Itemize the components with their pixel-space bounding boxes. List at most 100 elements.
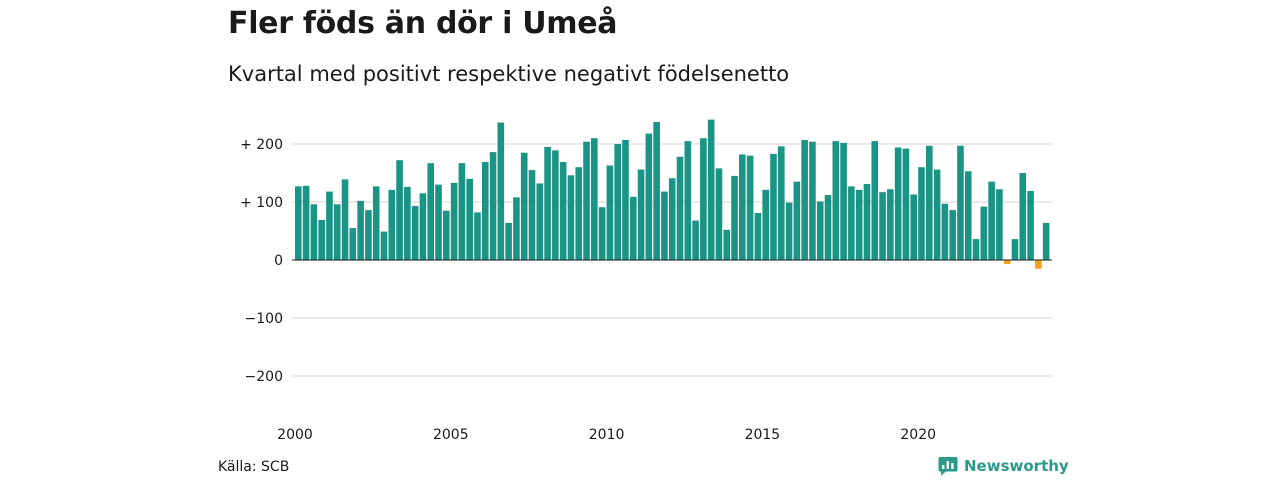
bar-positive <box>941 203 949 260</box>
bar-positive <box>396 160 403 260</box>
bar-positive <box>326 191 333 260</box>
bar-positive <box>707 119 715 260</box>
bar-positive <box>879 192 886 260</box>
bar-positive <box>466 178 473 260</box>
bar-positive <box>910 194 918 260</box>
bar-positive <box>949 210 956 260</box>
bar-positive <box>933 169 941 260</box>
bar-positive <box>513 197 520 260</box>
bar-positive <box>411 206 419 260</box>
chart-title: Fler föds än dör i Umeå <box>228 6 618 41</box>
bar-positive <box>614 144 621 260</box>
bar-positive <box>739 154 746 260</box>
bar-positive <box>840 142 847 260</box>
x-tick-label: 2000 <box>277 427 313 443</box>
bar-positive <box>302 185 310 260</box>
bar-positive <box>637 169 645 260</box>
bar-positive <box>380 231 388 260</box>
bar-positive <box>723 229 731 260</box>
bar-positive <box>715 168 723 260</box>
bar-positive <box>388 189 396 260</box>
bar-positive <box>1027 190 1034 260</box>
x-tick-label: 2010 <box>589 427 625 443</box>
bar-positive <box>964 171 972 260</box>
bar-positive <box>824 195 832 260</box>
bar-positive <box>855 189 863 260</box>
bar-positive <box>785 202 793 260</box>
bar-positive <box>458 163 466 260</box>
y-tick-label: −100 <box>245 311 283 327</box>
bar-positive <box>972 239 980 260</box>
bar-positive <box>692 220 699 260</box>
bar-positive <box>591 138 598 260</box>
bar-positive <box>1011 239 1019 260</box>
bar-positive <box>497 122 505 260</box>
brand-name: Newsworthy <box>964 457 1069 475</box>
bar-positive <box>552 150 559 260</box>
bar-positive <box>357 200 364 260</box>
bar-positive <box>700 138 707 260</box>
bar-positive <box>676 156 684 260</box>
bar-positive <box>746 155 754 260</box>
bar-positive <box>848 186 855 260</box>
bar-positive <box>777 146 785 260</box>
bar-positive <box>871 141 879 260</box>
bar-positive <box>918 167 925 260</box>
y-axis-labels: + 200 + 100 0 −100 −200 <box>240 137 283 385</box>
bar-positive <box>925 145 933 260</box>
bar-positive <box>793 181 801 260</box>
bar-positive <box>809 141 816 260</box>
bar-positive <box>341 179 349 260</box>
bar-positive <box>894 147 902 260</box>
bar-positive <box>489 152 497 260</box>
bar-negative <box>1003 260 1011 265</box>
bar-positive <box>474 212 481 260</box>
bar-positive <box>349 228 357 260</box>
bar-positive <box>629 196 637 260</box>
bar-positive <box>365 210 372 260</box>
y-tick-label: 0 <box>274 253 283 269</box>
newsworthy-logo: Newsworthy <box>938 456 1069 476</box>
bar-positive <box>832 141 840 260</box>
x-tick-label: 2020 <box>900 427 936 443</box>
bar-positive <box>770 153 777 260</box>
bar-positive <box>520 152 528 260</box>
bar-positive <box>443 210 450 260</box>
bar-positive <box>427 163 435 260</box>
bar-positive <box>598 207 606 260</box>
x-tick-label: 2015 <box>745 427 781 443</box>
gridlines <box>292 143 1052 377</box>
bar-positive <box>318 219 325 260</box>
bar-chart-speech-bubble-icon <box>938 457 958 476</box>
bar-positive <box>902 148 910 260</box>
bar-positive <box>435 184 442 260</box>
bar-positive <box>988 181 995 260</box>
bar-positive <box>372 186 380 260</box>
bar-positive <box>419 193 427 260</box>
bar-positive <box>544 146 551 260</box>
bar-positive <box>863 184 871 260</box>
bar-positive <box>404 186 411 260</box>
y-tick-label: + 100 <box>240 195 283 211</box>
bars <box>295 119 1050 269</box>
bar-positive <box>622 139 629 260</box>
bar-positive <box>801 139 808 260</box>
bar-positive <box>887 189 894 260</box>
bar-positive <box>505 222 512 260</box>
bar-positive <box>606 165 614 260</box>
x-tick-label: 2005 <box>433 427 469 443</box>
bar-positive <box>661 191 668 260</box>
bar-positive <box>583 141 590 260</box>
bar-positive <box>559 161 567 260</box>
bar-positive <box>450 182 458 260</box>
bar-positive <box>1019 173 1027 260</box>
source-note: Källa: SCB <box>218 459 290 475</box>
bar-positive <box>653 121 660 261</box>
bar-positive <box>528 170 536 260</box>
bar-positive <box>536 183 544 260</box>
bar-positive <box>310 204 318 260</box>
bar-positive <box>645 133 653 260</box>
bar-positive <box>295 186 302 260</box>
bar-positive <box>567 175 575 260</box>
